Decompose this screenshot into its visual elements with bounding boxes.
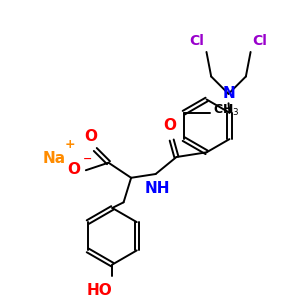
Text: −: − [83,154,92,164]
Text: Cl: Cl [253,34,268,48]
Text: +: + [65,138,76,152]
Text: Na: Na [42,152,65,166]
Text: NH: NH [145,181,170,196]
Text: Cl: Cl [190,34,205,48]
Text: O: O [84,129,97,144]
Text: O: O [163,118,176,134]
Text: HO: HO [86,284,112,298]
Text: N: N [222,86,235,101]
Text: CH$_3$: CH$_3$ [213,103,240,118]
Text: O: O [67,162,80,177]
